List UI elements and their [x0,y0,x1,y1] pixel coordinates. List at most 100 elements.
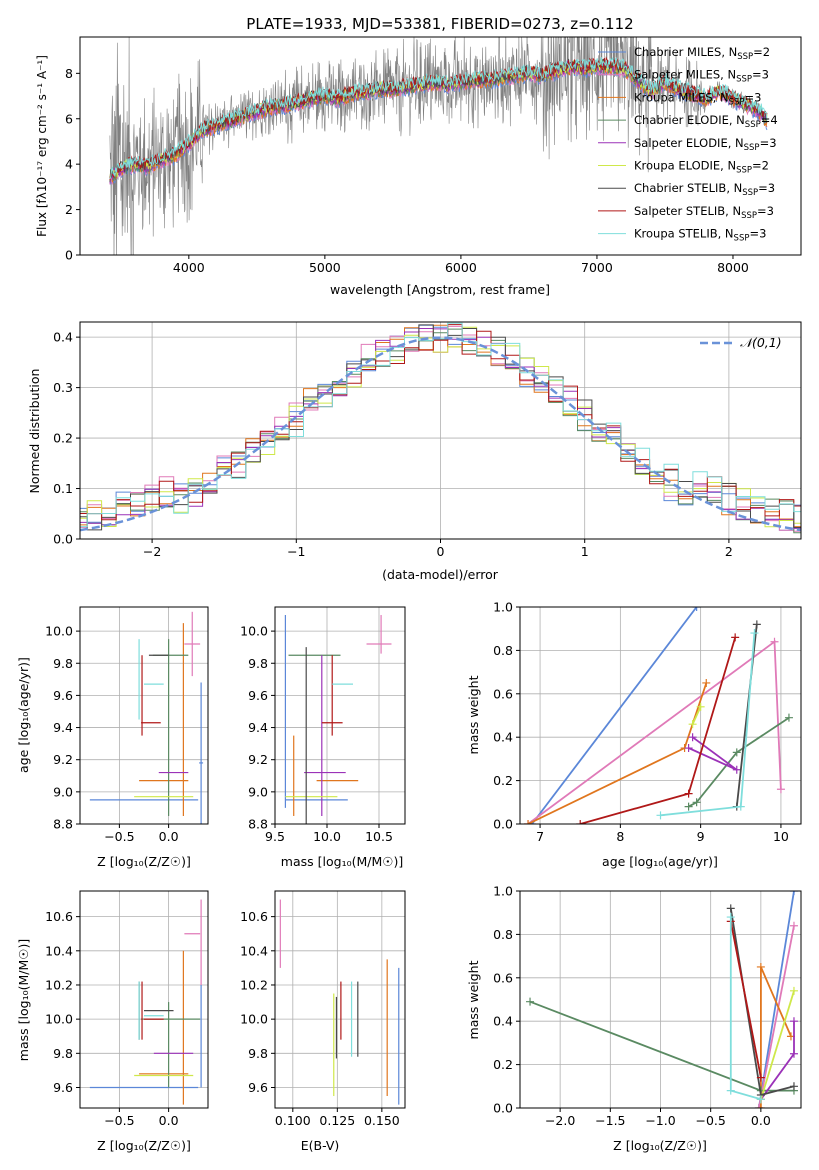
y-tick-label: 8.8 [248,817,268,832]
plus-marker [789,921,798,930]
residual-histogram [80,328,801,534]
weight-line [758,925,795,1108]
x-tick-label: −1 [287,544,305,559]
weight-line [688,716,790,808]
weight-vs-age-ylabel: mass weight [466,675,481,754]
plus-marker [756,1073,765,1082]
residuals-panel: −2 −1 0 1 2 0.0 0.1 0.2 0.3 0.4 𝒩(0,1) (data-model… [27,321,802,582]
y-tick-label: 10.0 [240,1012,268,1027]
mass-vs-ebv-panel: 0.100 0.125 0.150 9.6 9.8 10.0 10.2 10.4 10.6 E(… [240,890,406,1153]
model-fit-line [109,56,768,180]
y-tick-label: 10.2 [45,977,73,992]
y-tick-label: 0.4 [493,730,513,745]
y-tick-label: 0.1 [53,481,73,496]
plot-area [89,899,202,1105]
x-tick-label: 0 [437,544,445,559]
normal-reference-curve [80,336,801,532]
y-tick-label: 9.6 [53,688,73,703]
y-tick-label: 9.8 [248,1046,268,1061]
legend-subscript: SSP [734,234,750,244]
x-tick-label: 0.0 [159,1113,179,1128]
legend-value: =2 [752,159,769,173]
residual-histogram [80,324,801,531]
plus-marker [726,904,735,913]
plus-marker [696,702,705,711]
legend-label: Chabrier MILES, NSSP=2 [634,45,770,62]
weight-line [729,921,762,1078]
ticks: −2.0 −1.5 −1.0 −0.5 0.0 0.0 0.2 0.4 0.6 0.8 1.0 [493,884,771,1129]
x-tick-label: −2.0 [545,1113,575,1128]
x-tick-label: 8 [616,829,624,844]
grid-lines [520,890,801,1109]
legend-subscript: SSP [745,120,761,130]
axes-frame [519,606,802,825]
age-vs-z-xlabel: Z [log₁₀(Z/Z☉)] [97,854,191,869]
plus-marker [789,1017,798,1026]
legend-label: Kroupa MILES, NSSP=3 [634,90,761,107]
spectrum-ylabel: Flux [fλ10⁻¹⁷ erg cm⁻² s⁻¹ A⁻¹] [35,55,49,237]
plus-marker [702,678,711,687]
legend-value: =3 [760,136,777,150]
ticks: 9.5 10.0 10.5 8.8 9.0 9.2 9.4 9.6 9.8 10.0 [240,624,393,844]
plot-area [279,899,400,1105]
figure-title: PLATE=1933, MJD=53381, FIBERID=0273, z=0… [246,15,633,33]
x-tick-label: 0.0 [159,829,179,844]
x-tick-label: 5000 [309,260,341,275]
plot-area [109,37,768,255]
legend-subscript: SSP [736,166,752,176]
ticks: 4000 5000 6000 7000 8000 0 2 4 6 8 [65,66,749,275]
x-tick-label: 9 [697,829,705,844]
plus-marker [754,1104,763,1108]
age-vs-mass-panel: 9.5 10.0 10.5 8.8 9.0 9.2 9.4 9.6 9.8 10.0 mass [… [240,606,406,869]
x-tick-label: 0.150 [364,1113,400,1128]
mass-vs-z-xlabel: Z [log₁₀(Z/Z☉)] [97,1138,191,1153]
y-tick-label: 0.2 [493,1057,513,1072]
y-tick-label: 10.6 [240,909,268,924]
legend-value: =3 [744,90,761,104]
x-tick-label: 7 [536,829,544,844]
plot-area [524,607,793,824]
x-tick-label: −0.5 [104,829,134,844]
x-tick-label: 10.5 [365,829,393,844]
age-vs-z-ylabel: age [log₁₀(age/yr)] [16,657,31,773]
y-tick-label: 10.0 [45,1012,73,1027]
plus-marker [750,629,759,638]
plus-marker [756,1104,765,1108]
y-tick-label: 0.6 [493,970,513,985]
legend-value: =3 [749,227,766,241]
weight-vs-z-xlabel: Z [log₁₀(Z/Z☉)] [613,1138,707,1153]
weight-vs-z-panel: −2.0 −1.5 −1.0 −0.5 0.0 0.0 0.2 0.4 0.6 0.8 1.0 Z … [466,884,802,1153]
x-tick-label: 0.0 [751,1113,771,1128]
axes-frame [79,890,209,1109]
x-tick-label: −0.5 [104,1113,134,1128]
x-tick-label: 10.0 [313,829,341,844]
axes-frame [79,606,209,825]
plot-area [284,615,392,824]
legend-label: Salpeter STELIB, NSSP=3 [634,204,774,221]
x-tick-label: 0.125 [319,1113,355,1128]
y-tick-label: 0.4 [493,1014,513,1029]
x-tick-label: −2 [143,544,161,559]
mass-vs-z-ylabel: mass [log₁₀(M/M☉)] [16,939,31,1061]
y-tick-label: 0.2 [53,431,73,446]
ticks: 0.100 0.125 0.150 9.6 9.8 10.0 10.2 10.4 10.6 [240,909,400,1128]
plot-area [80,322,801,534]
y-tick-label: 9.6 [248,1080,268,1095]
y-tick-label: 0.3 [53,380,73,395]
y-tick-label: 10.4 [240,943,268,958]
plus-marker [789,1049,798,1058]
plus-marker [526,997,535,1006]
weight-vs-z-ylabel: mass weight [466,960,481,1039]
ticks: −0.5 0.0 9.6 9.8 10.0 10.2 10.4 10.6 [45,909,178,1128]
y-tick-label: 10.2 [240,977,268,992]
y-tick-label: 9.8 [53,1046,73,1061]
weight-vs-age-xlabel: age [log₁₀(age/yr)] [602,854,718,869]
plus-marker [756,962,765,971]
legend-subscript: SSP [736,75,752,85]
y-tick-label: 9.6 [248,688,268,703]
x-tick-label: 10 [773,829,789,844]
y-tick-label: 9.2 [248,752,268,767]
ticks: 7 8 9 10 0.0 0.2 0.4 0.6 0.8 1.0 [493,600,789,845]
y-tick-label: 4 [65,157,73,172]
x-tick-label: 6000 [445,260,477,275]
